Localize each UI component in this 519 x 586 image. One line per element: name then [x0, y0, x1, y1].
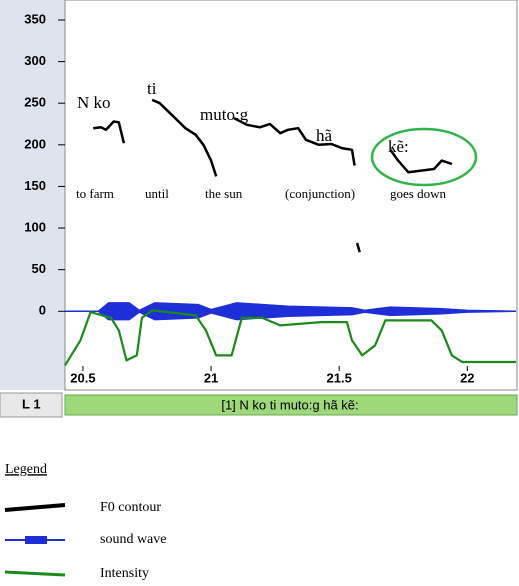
sound-wave: [65, 302, 517, 321]
y-tick-label: 350: [24, 11, 46, 26]
x-tick-label: 22: [460, 370, 474, 385]
legend-title: Legend: [5, 462, 47, 477]
x-tick-label: 20.5: [70, 370, 95, 385]
x-tick-label: 21.5: [327, 370, 352, 385]
intensity: [64, 309, 516, 366]
y-tick-label: 300: [24, 53, 46, 68]
f0-contour: [355, 242, 361, 253]
gloss-annotation: goes down: [390, 186, 446, 201]
f0-contour: [233, 117, 356, 166]
gloss-annotation: until: [145, 186, 169, 201]
gloss-annotation: (conjunction): [285, 186, 355, 201]
y-tick-label: 100: [24, 219, 46, 234]
y-tick-label: 200: [24, 136, 46, 151]
gloss-annotation: to farm: [76, 186, 114, 201]
tier-label-box: [0, 392, 63, 418]
y-tick-label: 150: [24, 178, 46, 193]
legend-swatch: [4, 570, 66, 577]
word-annotation: hã: [316, 126, 333, 145]
tier-name: L 1: [22, 396, 41, 411]
highlight-circle: [370, 127, 478, 187]
legend-label: Intensity: [100, 566, 149, 581]
f0-contour: [93, 120, 126, 144]
word-annotation: N ko: [77, 93, 111, 112]
word-annotation: muto:g: [200, 105, 249, 124]
tier-text: [1] N ko ti muto:g hã kẽ:: [221, 397, 358, 412]
gloss-annotation: the sun: [205, 186, 243, 201]
f0-contour: [389, 149, 453, 174]
legend-label: sound wave: [100, 532, 167, 547]
f0-contour: [151, 98, 218, 177]
legend-label: F0 contour: [100, 500, 161, 515]
y-tick-label: 250: [24, 95, 46, 110]
y-tick-label: 50: [32, 261, 46, 276]
y-tick-label: 0: [39, 303, 46, 318]
axis-panel: [0, 0, 65, 390]
legend-swatch: [4, 503, 66, 512]
tier-interval: [64, 394, 518, 416]
x-tick-label: 21: [204, 370, 218, 385]
legend-swatch: [25, 536, 47, 544]
word-annotation: ti: [147, 79, 157, 98]
word-annotation: kẽ:: [388, 137, 409, 156]
